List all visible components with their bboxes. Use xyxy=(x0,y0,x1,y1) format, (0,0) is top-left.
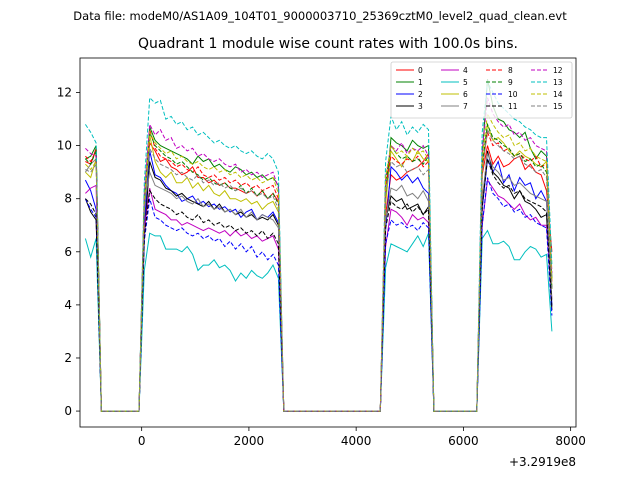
series-line-5 xyxy=(84,229,553,412)
x-tick-label: 6000 xyxy=(448,434,479,448)
x-offset-label: +3.2919e8 xyxy=(509,455,576,469)
legend-label-14: 14 xyxy=(553,90,563,99)
legend-label-2: 2 xyxy=(418,90,423,99)
legend-label-4: 4 xyxy=(463,66,468,75)
y-tick-label: 2 xyxy=(64,351,72,365)
chart-suptitle: Data file: modeM0/AS1A09_104T01_90000037… xyxy=(73,9,567,23)
legend-label-13: 13 xyxy=(553,78,563,87)
series-line-10 xyxy=(84,177,553,412)
x-tick-label: 8000 xyxy=(555,434,586,448)
y-axis: 0 2 4 6 8 10 12 xyxy=(57,86,80,418)
plot-frame xyxy=(79,57,577,428)
legend-label-7: 7 xyxy=(463,102,468,111)
legend-label-15: 15 xyxy=(553,102,563,111)
y-tick-label: 10 xyxy=(57,139,72,153)
y-tick-label: 4 xyxy=(64,298,72,312)
legend-label-8: 8 xyxy=(508,66,513,75)
legend-label-10: 10 xyxy=(508,90,518,99)
legend-box xyxy=(390,61,573,119)
plot-lines xyxy=(84,79,553,412)
x-tick-label: 4000 xyxy=(341,434,372,448)
y-tick-label: 8 xyxy=(64,192,72,206)
legend-label-0: 0 xyxy=(418,66,423,75)
y-tick-label: 12 xyxy=(57,86,72,100)
legend-label-11: 11 xyxy=(508,102,518,111)
series-line-15 xyxy=(85,128,553,412)
series-line-14 xyxy=(85,111,553,412)
y-tick-label: 6 xyxy=(64,245,72,259)
x-tick-label: 0 xyxy=(138,434,146,448)
chart-title: Quadrant 1 module wise count rates with … xyxy=(138,36,518,52)
legend-label-9: 9 xyxy=(508,78,513,87)
legend-label-1: 1 xyxy=(418,78,423,87)
legend-label-3: 3 xyxy=(418,102,423,111)
x-tick-label: 2000 xyxy=(234,434,265,448)
y-tick-label: 0 xyxy=(64,404,72,418)
legend-label-12: 12 xyxy=(553,66,563,75)
legend-label-5: 5 xyxy=(463,78,468,87)
legend-label-6: 6 xyxy=(463,90,468,99)
x-axis: 0 2000 4000 6000 8000 xyxy=(138,427,586,448)
